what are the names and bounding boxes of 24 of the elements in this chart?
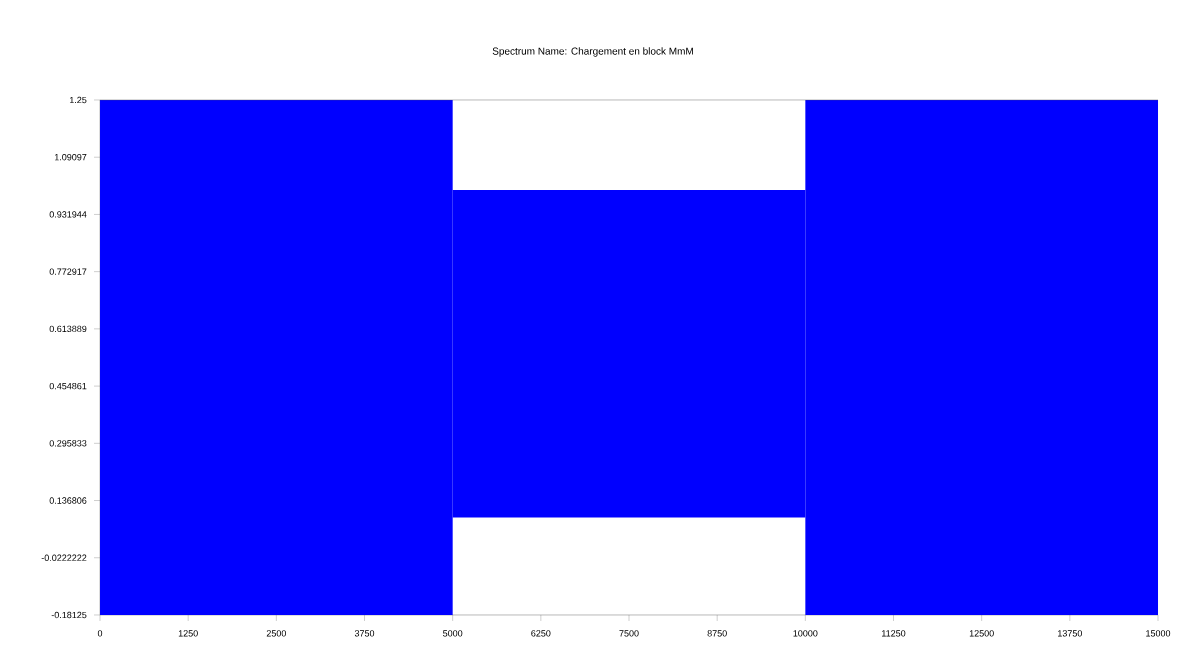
y-tick-label: 1.09097 xyxy=(54,154,87,161)
x-tick-label: 13750 xyxy=(1058,630,1082,637)
x-tick-label: 11250 xyxy=(882,630,906,637)
y-tick-label: 0.454861 xyxy=(49,382,87,390)
y-tick-label: 0.136806 xyxy=(49,497,87,504)
y-tick-label: 0.613889 xyxy=(49,325,87,333)
x-tick-label: 5000 xyxy=(443,630,463,637)
x-tick-label: 3750 xyxy=(354,630,375,637)
y-tick-label: 0.295833 xyxy=(49,440,87,447)
y-tick-label: -0.0222222 xyxy=(41,554,87,561)
x-tick-label: 12500 xyxy=(969,630,994,637)
x-tick-label: 1250 xyxy=(178,630,198,637)
y-tick-label: 0.931944 xyxy=(49,211,87,218)
x-tick-label: 10000 xyxy=(793,630,818,637)
x-tick-label: 8750 xyxy=(707,630,727,637)
chart-title: Spectrum Name: Chargement en block MmM xyxy=(492,47,693,57)
x-tick-label: 0 xyxy=(97,630,103,637)
x-tick-label: 6250 xyxy=(531,630,551,637)
y-tick-label: 1.25 xyxy=(69,96,87,104)
x-tick-label: 7500 xyxy=(619,630,639,637)
y-tick-label: 0.772917 xyxy=(49,268,87,275)
x-tick-label: 15000 xyxy=(1146,630,1171,637)
y-tick-label: -0.18125 xyxy=(51,611,87,619)
x-tick-label: 2500 xyxy=(266,630,286,637)
